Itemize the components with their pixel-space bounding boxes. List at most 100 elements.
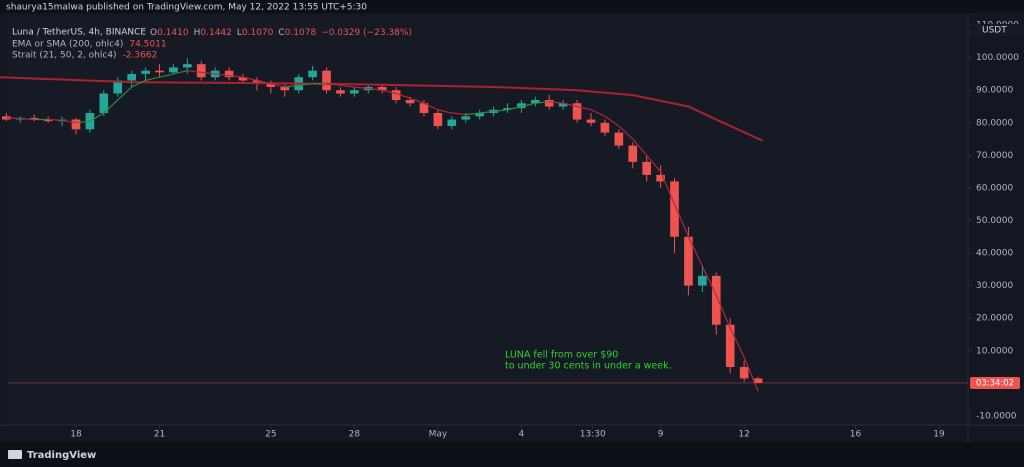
strait-segment [75,120,90,124]
strait-segment [743,357,759,392]
candle-body [642,161,652,175]
candle-body [155,70,164,73]
candle-body [461,116,471,120]
annotation: to under 30 cents in under a week. [505,361,672,372]
strait-segment [590,109,606,117]
y-tick-label: 70.0000 [976,151,1013,161]
strait-segment [229,74,244,78]
strait-segment [215,73,230,77]
candle-body [113,80,123,94]
strait-segment [660,171,676,205]
strait-segment [451,112,466,116]
ohlc-value: 0.1410 [157,28,189,38]
y-tick-label: 60.0000 [976,183,1013,193]
strait-segment [298,83,313,86]
strait-segment [6,117,21,120]
strait-segment [549,101,564,104]
candle-body [531,99,540,104]
strait-segment [618,125,634,140]
logo-icon [8,450,22,459]
strait-segment [673,203,689,238]
strait-segment [493,109,508,112]
candle-body [503,108,512,110]
candle-body [71,119,81,130]
candle-body [419,103,429,114]
ohlc-label: L [237,28,242,38]
x-tick-label: 16 [850,430,862,440]
candle-body [99,93,109,114]
ohlc-value: 0.1442 [200,28,232,38]
strait-segment [270,83,285,88]
y-tick-label: 100.0000 [976,53,1019,63]
strait-segment [131,79,146,88]
strait-segment [535,101,550,104]
candle-body [433,113,443,127]
x-tick-label: 4 [519,430,525,440]
strait-segment [173,70,188,75]
strait-segment [103,99,119,114]
candle-body [405,99,415,104]
y-tick-label: 10.0000 [976,346,1013,356]
strait-segment [159,73,174,78]
candle-body [322,70,331,91]
x-tick-label: 18 [70,430,82,440]
logo: TradingView [8,450,96,461]
x-tick-label: 19 [933,430,945,440]
candle-body [43,119,53,122]
plot-area [8,15,968,425]
strait-segment [437,109,452,114]
countdown: 03:34:02 [976,378,1014,388]
countdown-box [970,376,1020,389]
x-tick-label: 12 [738,430,749,440]
strait-segment [201,71,216,75]
y-tick-label: 80.0000 [976,118,1013,128]
strait-segment [89,112,105,122]
ohlc-change: −0.0329 (−23.38%) [321,28,412,38]
strait-segment [701,265,717,296]
strait-segment [48,118,63,121]
legend-symbol: Luna / TetherUS, 4h, BINANCE [12,28,146,38]
strait-segment [604,115,620,127]
candle-body [656,174,665,182]
strait-segment [632,138,648,156]
strait-segment [465,112,480,116]
candle-body [711,275,721,325]
candle-body [196,64,206,78]
y-tick-label: 20.0000 [976,314,1013,324]
y-tick-label: 90.0000 [976,86,1013,96]
candle-body [447,119,457,127]
strait-segment [563,102,578,108]
candle-body [29,117,39,120]
candle-body [183,64,192,68]
publisher: shaurya15malwa published on TradingView.… [6,3,367,13]
ohlc-label: C [278,28,284,38]
strait-segment [715,295,731,329]
candle-body [127,73,136,81]
x-tick-label: 13:30 [580,430,606,440]
legend-value: 74.5011 [129,40,166,50]
footer-bar [0,442,1024,467]
ema-line [0,76,764,142]
strait-segment [340,84,355,88]
candle-body [350,90,359,94]
strait-segment [729,327,745,358]
strait-segment [646,154,662,173]
legend-series: Strait (21, 50, 2, ohlc4) [12,51,117,61]
unit-label: USDT [982,26,1007,36]
strait-segment [507,105,522,111]
strait-segment [242,76,258,82]
annotation: LUNA fell from over $90 [505,350,618,361]
candle-body [572,103,582,120]
legend-ohlc: O0.1410 H0.1442 L0.1070 C0.1078 −0.0329 (−23… [150,28,412,38]
strait-segment [687,236,703,267]
candle-body [475,113,484,117]
candle-body [517,103,526,109]
strait-segment [20,117,35,121]
brand: TradingView [27,450,96,461]
x-tick-label: 9 [658,430,664,440]
candle-body [391,90,401,100]
ohlc-label: O [150,28,157,38]
strait-segment [479,110,494,114]
strait-segment [145,76,160,82]
y-tick-label: 40.0000 [976,249,1013,259]
